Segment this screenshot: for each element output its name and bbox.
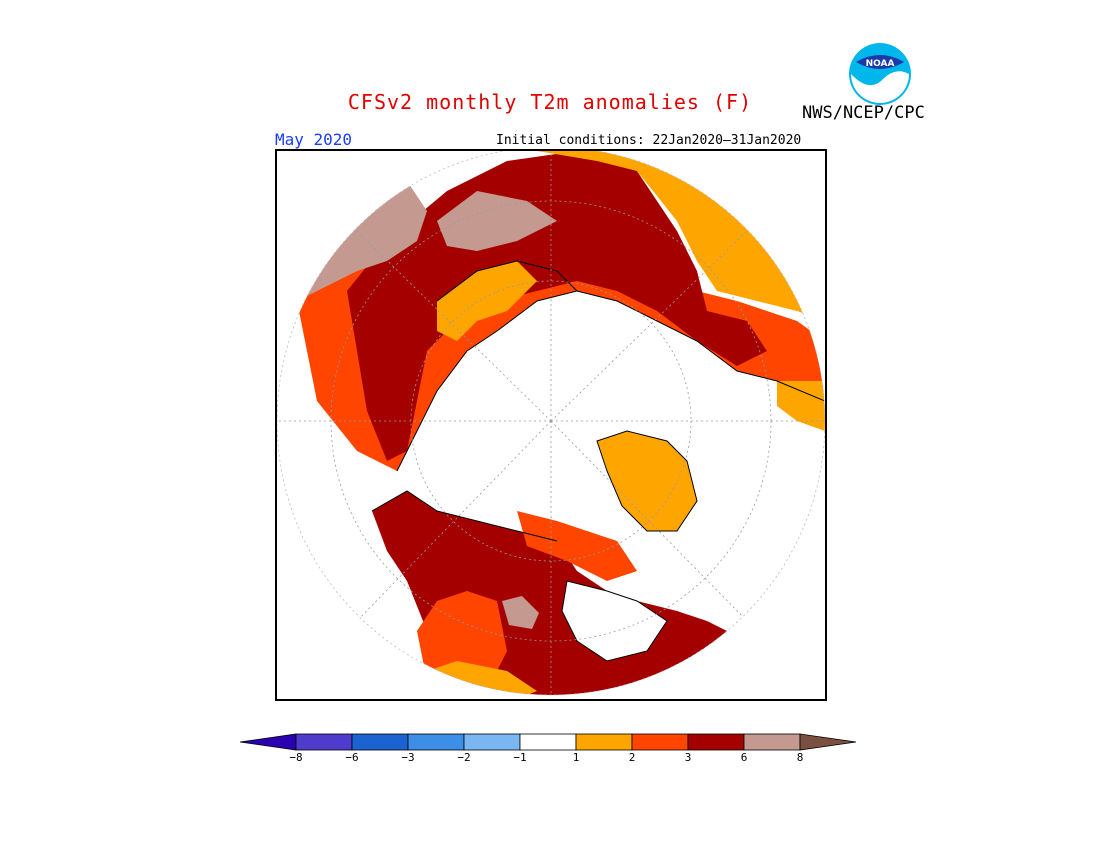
color-legend-bar	[239, 733, 857, 751]
eurasia-brown-region	[297, 181, 427, 301]
legend-swatch	[295, 733, 353, 751]
legend-swatch	[351, 733, 409, 751]
legend-tick-label: −1	[513, 751, 527, 764]
chart-title: CFSv2 monthly T2m anomalies (F)	[347, 90, 753, 114]
initial-conditions-label: Initial conditions: 22Jan2020–31Jan2020	[496, 133, 802, 148]
hudson-bay-white	[562, 581, 667, 661]
coastlines	[371, 260, 825, 662]
legend-tick-label: 1	[572, 751, 580, 764]
legend-tick-label: −6	[345, 751, 359, 764]
legend-swatch	[631, 733, 689, 751]
arctic-islands-warm	[517, 511, 637, 581]
legend-tick-label: 8	[796, 751, 804, 764]
eurasia-far-orange-patches	[437, 261, 537, 341]
legend-swatch	[687, 733, 745, 751]
legend-arrow-low	[239, 733, 297, 751]
noaa-logo: NOAA	[848, 42, 912, 110]
legend-swatch	[407, 733, 465, 751]
legend-tick-label: −3	[401, 751, 415, 764]
valid-month-label: May 2020	[275, 130, 353, 149]
legend-tick-label: 6	[740, 751, 748, 764]
polar-map	[275, 149, 827, 701]
agency-label: NWS/NCEP/CPC	[802, 103, 925, 123]
polar-map-canvas	[277, 151, 825, 696]
legend-arrow-high	[799, 733, 857, 751]
legend-tick-label: −8	[289, 751, 303, 764]
legend-tick-label: 3	[684, 751, 692, 764]
logo-text: NOAA	[866, 59, 895, 69]
canada-brown-patch	[502, 596, 539, 629]
legend-swatch	[575, 733, 633, 751]
legend-tick-label: −2	[457, 751, 471, 764]
graticule	[277, 151, 825, 695]
legend-swatch	[743, 733, 801, 751]
legend-swatch	[519, 733, 577, 751]
siberia-brown-patch	[437, 191, 557, 251]
east-asia-orange-patch	[777, 381, 825, 431]
legend-tick-label: 2	[628, 751, 636, 764]
color-legend	[239, 733, 862, 755]
legend-swatch	[463, 733, 521, 751]
